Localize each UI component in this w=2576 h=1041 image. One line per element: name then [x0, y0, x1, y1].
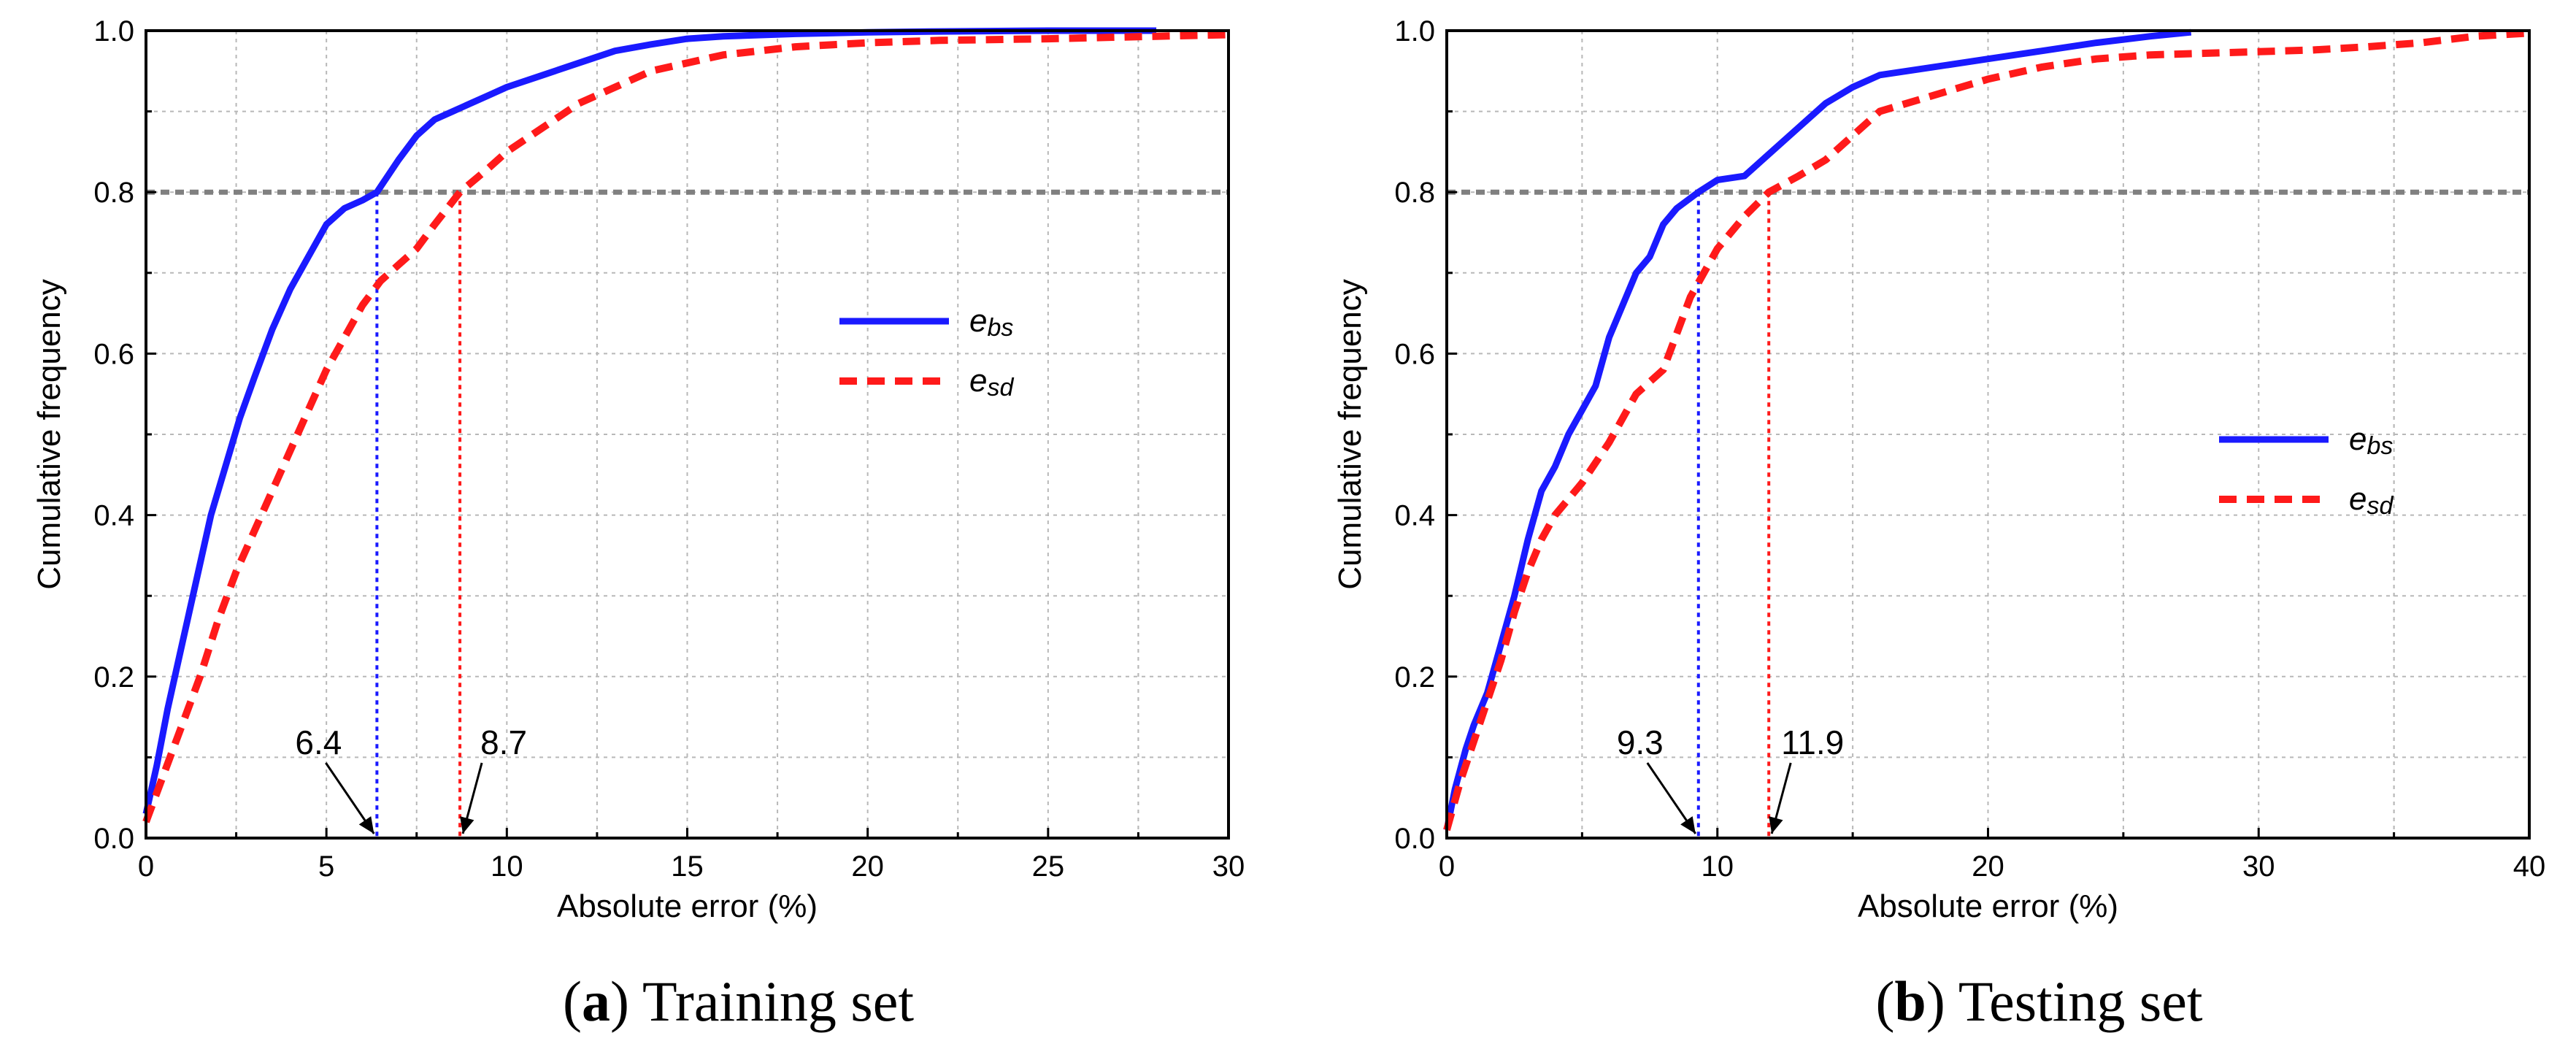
x-axis-label: Absolute error (%)	[1858, 888, 2118, 924]
x-tick-label: 10	[1702, 850, 1734, 883]
x-tick-label: 20	[851, 850, 884, 883]
marker-arrowhead-1	[1680, 816, 1696, 834]
x-axis-label: Absolute error (%)	[557, 888, 818, 924]
x-tick-label: 5	[318, 850, 334, 883]
legend-label-main: e	[969, 303, 987, 339]
caption-letter: b	[1894, 969, 1926, 1033]
legend-label-subscript: bs	[2367, 432, 2393, 460]
marker-arrowhead-2	[460, 816, 474, 834]
marker-label-2: 11.9	[1781, 723, 1844, 761]
series-line-sd	[1443, 29, 2530, 831]
x-tick-label: 10	[491, 850, 523, 883]
legend-label-sd: esd	[969, 363, 1014, 402]
legend-label-subscript: bs	[987, 314, 1013, 342]
panel-caption: (a) Training set	[563, 969, 914, 1033]
marker-arrowhead-1	[358, 816, 374, 834]
x-tick-label: 40	[2513, 850, 2546, 883]
panel-testing: 0 10 20 30 40 0.0 0.2 0.4 0.6 0.8 1.0 Absolute erro…	[1332, 15, 2545, 1033]
y-tick-label: 0.4	[1394, 500, 1435, 532]
x-tick-label: 0	[1439, 850, 1455, 883]
y-axis-label: Cumulative frequency	[1332, 279, 1368, 590]
x-tick-label: 25	[1032, 850, 1065, 883]
caption-letter: a	[582, 969, 610, 1033]
grid-lines	[146, 31, 1229, 838]
y-tick-label: 0.6	[1394, 338, 1435, 370]
series-line-sd	[142, 31, 1229, 823]
marker-label-1: 9.3	[1617, 723, 1664, 761]
marker-label-2: 8.7	[480, 723, 527, 761]
y-tick-label: 0.4	[93, 500, 134, 532]
y-tick-label: 0.6	[93, 338, 134, 370]
y-tick-label: 1.0	[1394, 15, 1435, 47]
series-line-bs	[1443, 28, 2192, 831]
panel-caption: (b) Testing set	[1875, 969, 2202, 1033]
legend-label-main: e	[2349, 481, 2367, 517]
legend-label-bs: ebs	[2349, 421, 2393, 460]
legend-label-subscript: sd	[987, 374, 1014, 402]
y-tick-label: 0.8	[93, 177, 134, 209]
caption-text: ) Testing set	[1926, 969, 2203, 1033]
panel-training: 0 5 10 15 20 25 30 0.0 0.2 0.4 0.6 0.8 1.0 Absolute e…	[31, 15, 1245, 1033]
caption-text: ) Training set	[610, 969, 914, 1033]
x-tick-label: 30	[1212, 850, 1245, 883]
grid-lines	[1447, 31, 2529, 838]
x-tick-label: 20	[1972, 850, 2004, 883]
marker-arrowhead-2	[1769, 816, 1783, 834]
legend-label-main: e	[2349, 421, 2367, 457]
caption-paren: (	[1875, 969, 1894, 1033]
y-axis-label: Cumulative frequency	[31, 279, 67, 590]
y-tick-label: 0.0	[1394, 823, 1435, 855]
legend-label-subscript: sd	[2367, 492, 2394, 520]
series-line-bs	[142, 27, 1157, 815]
caption-paren: (	[563, 969, 582, 1033]
x-tick-label: 30	[2242, 850, 2275, 883]
x-tick-label: 15	[671, 850, 704, 883]
marker-label-1: 6.4	[295, 723, 342, 761]
x-tick-label: 0	[138, 850, 154, 883]
legend-label-bs: ebs	[969, 303, 1013, 342]
y-tick-label: 0.2	[93, 661, 134, 694]
legend-label-main: e	[969, 363, 987, 399]
y-tick-label: 0.0	[93, 823, 134, 855]
legend-label-sd: esd	[2349, 481, 2394, 520]
y-tick-label: 0.2	[1394, 661, 1435, 694]
y-tick-label: 0.8	[1394, 177, 1435, 209]
y-tick-label: 1.0	[93, 15, 134, 47]
